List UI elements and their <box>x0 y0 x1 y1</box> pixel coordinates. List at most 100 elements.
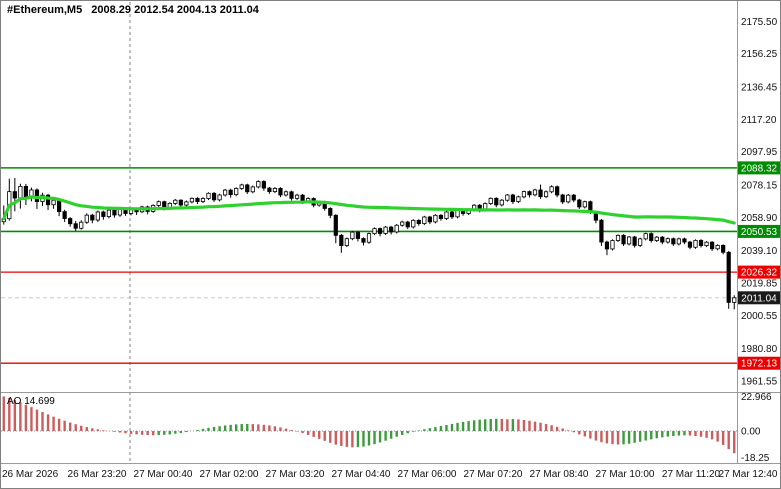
candle-body <box>660 236 665 243</box>
level-price-badge <box>738 265 780 279</box>
candle-body <box>339 234 344 246</box>
candle-body <box>206 192 211 199</box>
price-tick-label: 2117.20 <box>741 115 777 126</box>
current-price-badge <box>738 291 780 305</box>
candle-body <box>394 224 399 233</box>
candle-body <box>95 211 100 221</box>
ao-tick-label: 22.966 <box>741 392 772 403</box>
price-tick-label: 2078.15 <box>741 180 778 191</box>
candle-body <box>632 236 637 246</box>
candle-body <box>261 181 266 189</box>
candle-body <box>228 189 233 196</box>
candle-body <box>615 234 621 241</box>
candle-body <box>57 199 62 213</box>
candle-body <box>555 186 560 196</box>
candle-body <box>84 214 89 223</box>
candle-body <box>604 241 610 250</box>
candle-body <box>68 218 73 225</box>
candle-body <box>256 181 261 188</box>
time-axis-label: 26 Mar 23:20 <box>68 469 127 480</box>
time-axis-label: 27 Mar 00:40 <box>134 469 193 480</box>
candle-body <box>211 192 217 201</box>
candle-body <box>245 184 250 193</box>
time-axis-label: 27 Mar 02:00 <box>200 469 259 480</box>
candle-body <box>12 191 17 199</box>
pane-splitter-handle[interactable] <box>0 389 737 396</box>
candle-body <box>106 209 112 217</box>
candle-body <box>90 214 95 221</box>
candle-body <box>543 191 549 198</box>
candle-body <box>416 219 421 224</box>
candle-body <box>361 238 366 243</box>
candle-body <box>328 208 333 216</box>
candle-body <box>732 297 737 303</box>
candle-body <box>18 186 23 199</box>
candle-body <box>178 199 183 206</box>
candle-body <box>582 201 587 208</box>
time-axis-label: 27 Mar 08:40 <box>530 469 589 480</box>
price-tick-label: 2000.55 <box>741 311 778 322</box>
candle-body <box>372 228 377 235</box>
candle-body <box>499 199 504 206</box>
candle-body <box>283 191 289 196</box>
candle-body <box>449 211 455 218</box>
candle-body <box>643 233 648 240</box>
level-price-badge <box>738 224 780 238</box>
candle-body <box>73 223 78 229</box>
candle-body <box>687 241 693 248</box>
candle-body <box>128 209 134 214</box>
candle-body <box>527 191 532 196</box>
candle-body <box>488 197 493 204</box>
candle-body <box>272 188 278 193</box>
price-axis-scale[interactable] <box>737 0 781 463</box>
candle-body <box>355 231 361 239</box>
candle-body <box>599 219 604 243</box>
candle-body <box>516 196 521 202</box>
time-axis-label: 27 Mar 11:20 <box>662 469 721 480</box>
current-price-badge-text: 2011.04 <box>741 293 777 304</box>
candle-body <box>571 194 576 201</box>
ao-tick-label: 0.00 <box>741 427 761 438</box>
candle-body <box>350 231 355 240</box>
candle-body <box>721 245 726 253</box>
candle-body <box>200 198 206 202</box>
candle-body <box>422 216 427 224</box>
time-axis-label: 27 Mar 03:20 <box>266 469 325 480</box>
level-price-badge-text: 2026.32 <box>741 268 778 279</box>
candle-body <box>494 197 499 206</box>
candle-body <box>377 228 383 234</box>
candle-body <box>649 233 654 241</box>
candle-body <box>638 238 643 246</box>
candle-body <box>682 238 687 243</box>
candle-body <box>671 238 676 245</box>
candle-body <box>389 226 394 233</box>
candle-body <box>189 197 195 203</box>
candle-body <box>538 189 543 198</box>
candle-body <box>250 186 255 193</box>
candle-body <box>654 236 659 241</box>
candle-body <box>289 191 294 199</box>
candle-body <box>433 214 438 223</box>
time-axis-scale[interactable] <box>0 464 781 489</box>
price-tick-label: 2136.45 <box>741 82 778 93</box>
candle-body <box>566 194 571 203</box>
candle-body <box>577 199 582 208</box>
price-tick-label: 2175.50 <box>741 17 778 28</box>
candle-body <box>438 214 444 219</box>
price-tick-label: 2156.25 <box>741 49 778 60</box>
candle-body <box>726 251 731 303</box>
time-axis-label: 27 Mar 12:40 <box>719 469 778 480</box>
candle-body <box>444 211 449 219</box>
price-tick-label: 2039.10 <box>741 246 778 257</box>
candle-body <box>267 187 272 193</box>
candle-body <box>217 194 222 201</box>
candle-body <box>621 234 626 245</box>
ao-tick-label: -18.25 <box>741 453 770 464</box>
price-tick-label: 2058.90 <box>741 213 778 224</box>
candle-body <box>715 245 720 250</box>
candle-body <box>400 221 405 226</box>
candle-body <box>560 194 565 203</box>
candle-body <box>62 211 67 219</box>
